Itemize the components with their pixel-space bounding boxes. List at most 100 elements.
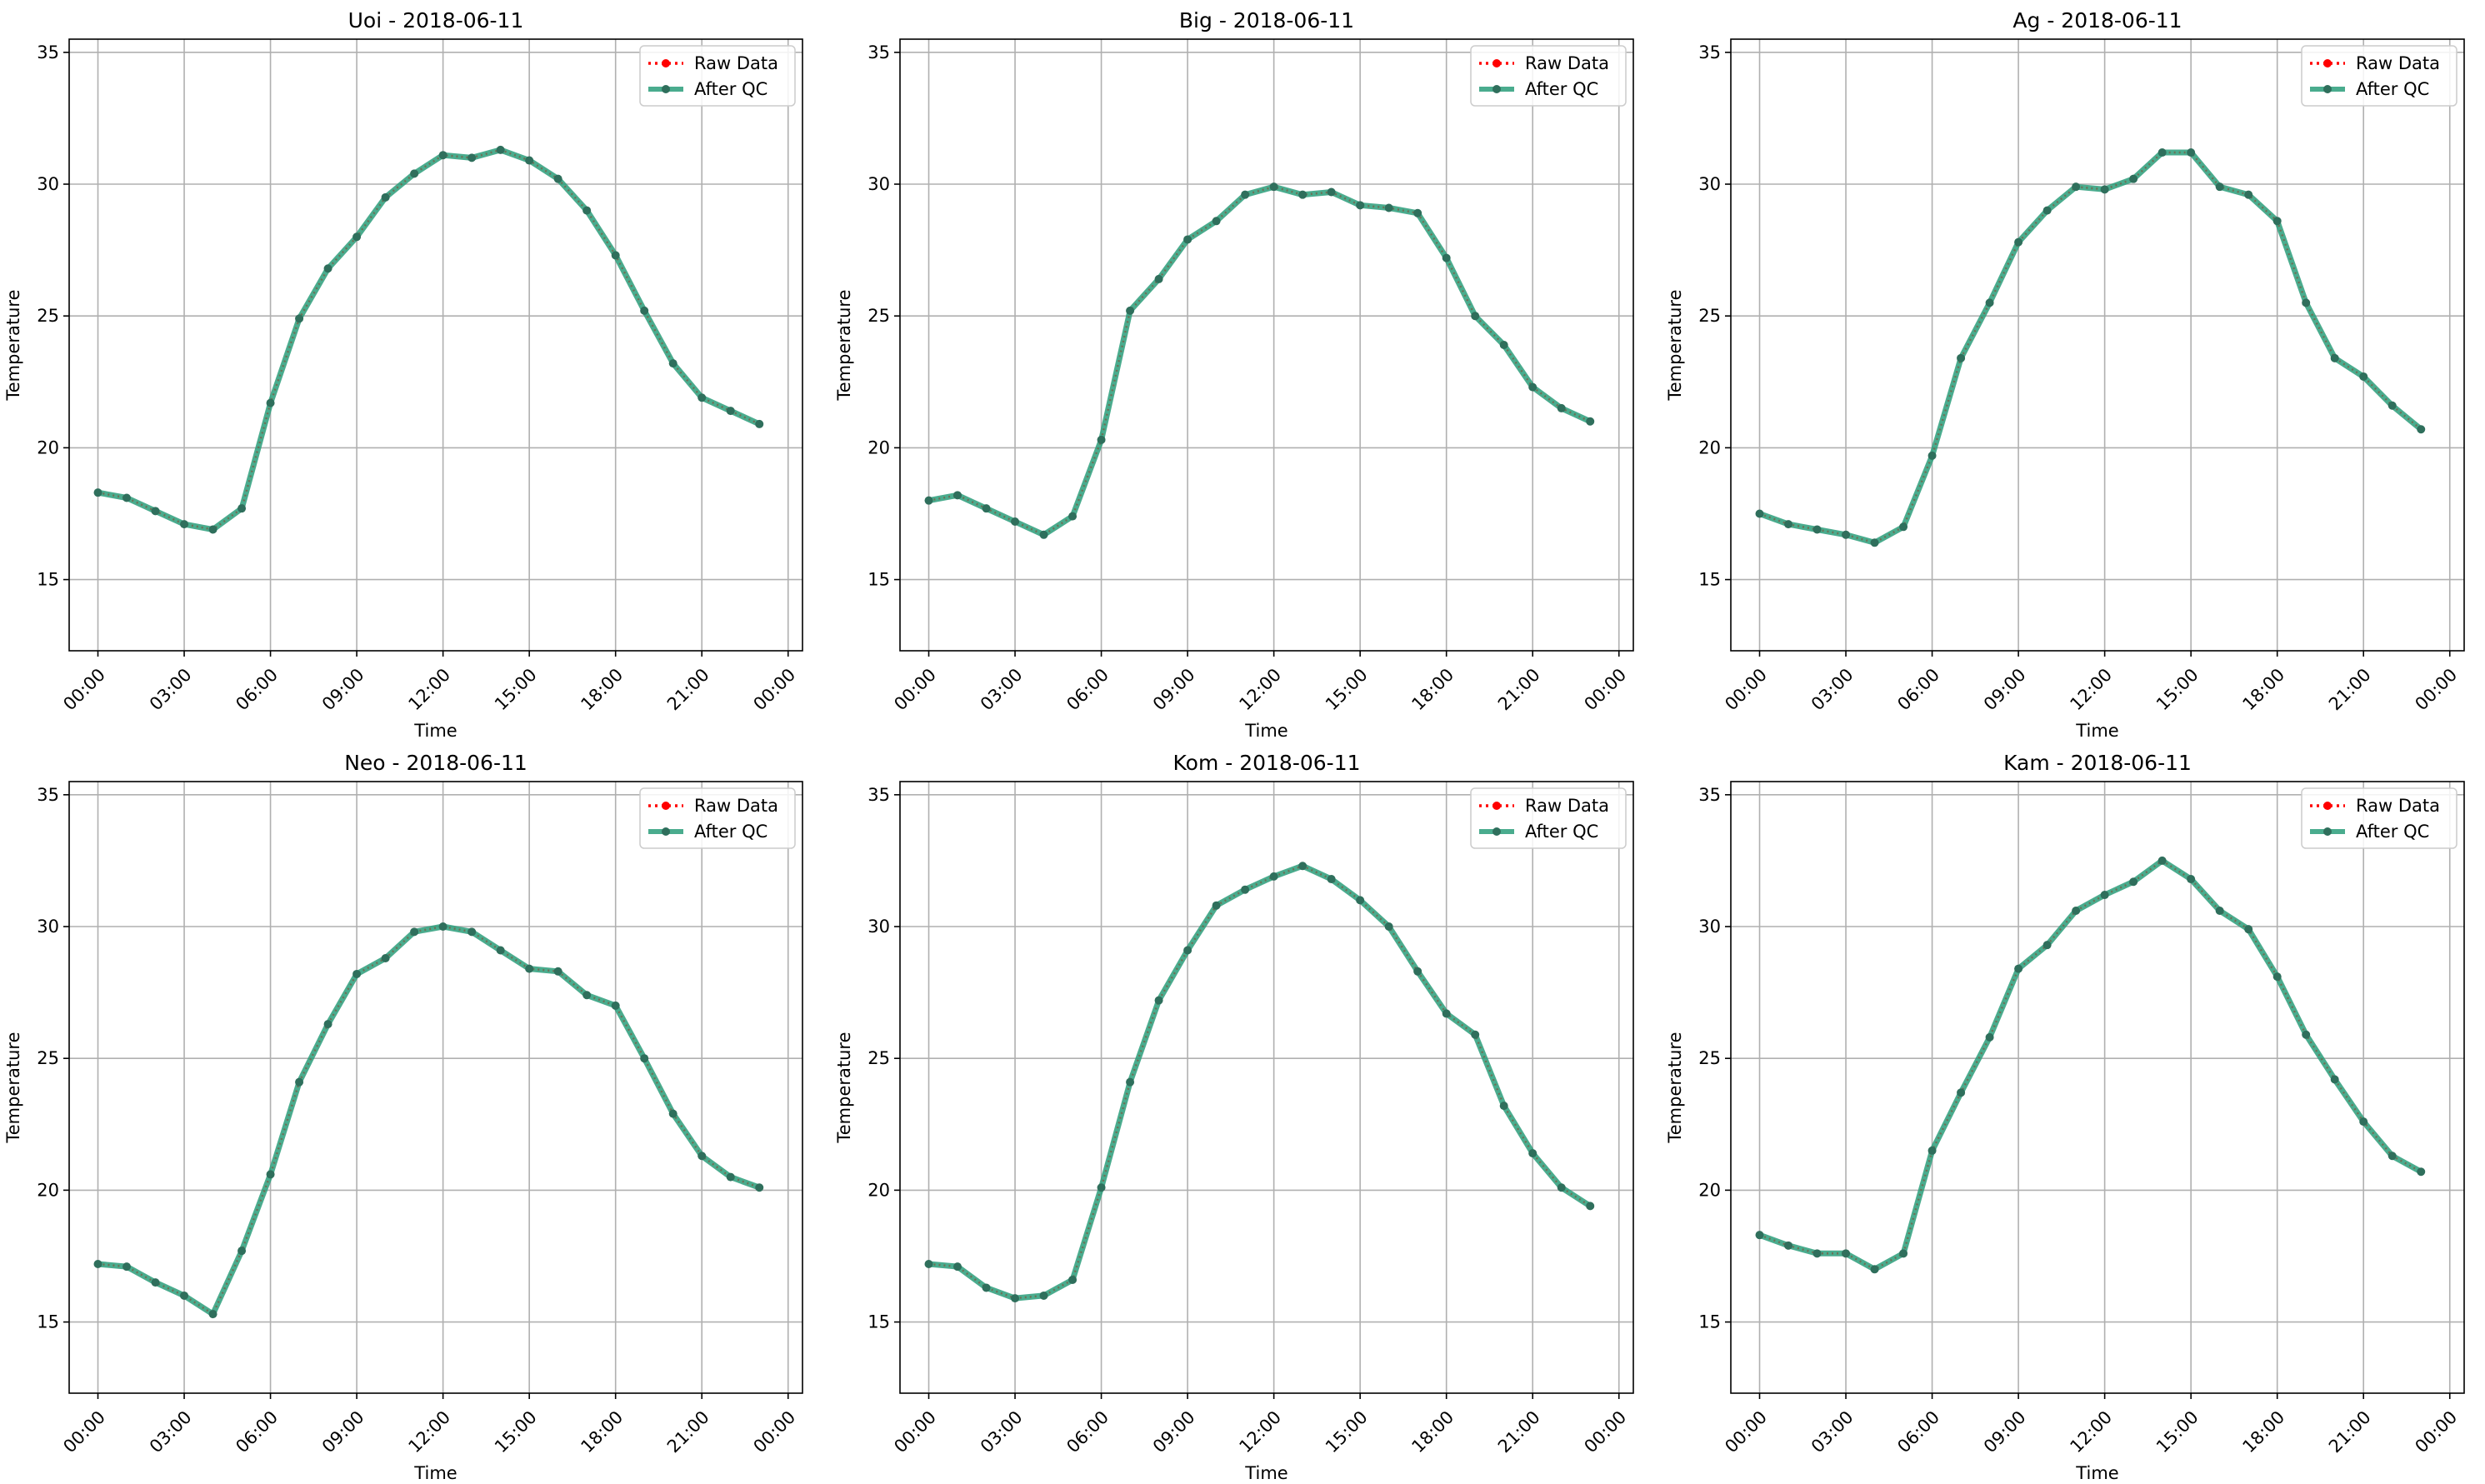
y-tick-label: 15 <box>868 1312 890 1332</box>
x-tick-label: 03:00 <box>977 665 1027 715</box>
data-point <box>1586 1202 1595 1211</box>
y-axis-label: Temperature <box>3 1032 23 1143</box>
axes-frame <box>68 38 803 652</box>
x-tick-label: 21:00 <box>2325 1407 2375 1457</box>
x-tick-label: 18:00 <box>2238 665 2288 715</box>
data-point <box>2359 372 2368 381</box>
data-point <box>1298 190 1308 199</box>
series-group <box>93 922 764 1319</box>
data-point <box>1842 1249 1851 1258</box>
series-line-after-qc <box>98 923 761 1317</box>
data-point <box>2072 907 2081 916</box>
x-tick-label: 00:00 <box>1581 1407 1631 1457</box>
data-point <box>611 1001 620 1010</box>
data-point <box>151 1278 160 1287</box>
data-point <box>582 206 592 215</box>
data-point <box>982 1283 991 1292</box>
x-axis-label: Time <box>2075 721 2118 741</box>
subplot-title: Ag - 2018-06-11 <box>2012 8 2182 32</box>
data-point <box>1356 896 1365 905</box>
data-point <box>496 145 505 154</box>
grid <box>69 782 802 1393</box>
data-point <box>1039 530 1048 539</box>
data-point <box>1899 522 1908 532</box>
data-point <box>2158 856 2167 865</box>
x-tick-label: 12:00 <box>1235 665 1285 715</box>
x-tick-label: 00:00 <box>59 665 109 715</box>
y-tick-label: 20 <box>868 1180 890 1200</box>
legend: Raw Data After QC <box>1470 787 1627 849</box>
x-tick-label: 06:00 <box>1893 665 1943 715</box>
data-point <box>2302 298 2311 307</box>
x-tick-label: 21:00 <box>663 665 713 715</box>
data-point <box>1471 312 1480 321</box>
x-tick-label: 15:00 <box>1322 665 1372 715</box>
x-tick-label: 15:00 <box>2152 665 2202 715</box>
data-point <box>2215 907 2224 916</box>
subplot-ag: 00:00 03:00 06:00 09:00 12:00 15:00 18:00 21:00… <box>1665 8 2465 741</box>
x-tick-label: 00:00 <box>2412 1407 2462 1457</box>
data-point <box>1269 182 1278 192</box>
data-point <box>1183 235 1192 244</box>
data-point <box>1928 451 1937 460</box>
data-point <box>1870 1265 1879 1274</box>
series-group <box>1755 148 2426 547</box>
data-point <box>1011 517 1020 526</box>
legend-label-raw-data: Raw Data <box>1525 796 1609 816</box>
data-point <box>2014 237 2023 247</box>
data-point <box>640 306 649 315</box>
y-tick-label: 25 <box>1698 1048 1721 1068</box>
data-point <box>1985 1032 1994 1042</box>
y-axis-label: Temperature <box>1665 1032 1685 1143</box>
data-point <box>238 1247 247 1256</box>
legend-marker-after-qc <box>2323 827 2332 836</box>
data-point <box>410 169 419 178</box>
series-group <box>924 862 1595 1303</box>
axes-frame <box>899 781 1634 1394</box>
x-tick-label: 09:00 <box>1980 665 2030 715</box>
x-tick-label: 21:00 <box>663 1407 713 1457</box>
y-tick-label: 25 <box>37 1048 59 1068</box>
grid <box>69 39 802 651</box>
y-tick-label: 30 <box>868 174 890 194</box>
data-point <box>1126 1077 1135 1087</box>
x-tick-label: 00:00 <box>1721 1407 1771 1457</box>
data-point <box>1442 253 1451 262</box>
x-tick-label: 00:00 <box>890 665 940 715</box>
data-point <box>1154 996 1163 1005</box>
data-point <box>698 393 707 402</box>
y-tick-label: 15 <box>1698 1312 1721 1332</box>
y-axis-label: Temperature <box>834 289 854 401</box>
data-point <box>582 991 592 1000</box>
series-line-raw-data <box>98 925 760 1316</box>
x-axis: 00:00 03:00 06:00 09:00 12:00 15:00 18:00 21:00… <box>890 1393 1630 1457</box>
grid <box>1731 39 2464 651</box>
data-point <box>1241 885 1250 894</box>
x-tick-label: 21:00 <box>1494 665 1544 715</box>
data-point <box>1212 901 1221 910</box>
data-point <box>295 314 304 323</box>
x-tick-label: 09:00 <box>318 1407 368 1457</box>
data-point <box>381 192 390 202</box>
data-point <box>238 504 247 513</box>
x-tick-label: 03:00 <box>977 1407 1027 1457</box>
axes-frame <box>1730 781 2465 1394</box>
y-axis: 15 20 25 30 35 <box>1698 42 1731 590</box>
x-tick-label: 12:00 <box>404 1407 454 1457</box>
series-line-after-qc <box>97 147 761 532</box>
data-point <box>151 507 160 516</box>
x-axis: 00:00 03:00 06:00 09:00 12:00 15:00 18:00 21:00… <box>890 651 1630 714</box>
legend: Raw Data After QC <box>639 45 796 107</box>
data-point <box>352 969 362 978</box>
data-point <box>2042 206 2052 215</box>
y-tick-label: 35 <box>1698 785 1721 805</box>
legend-label-after-qc: After QC <box>1525 822 1598 842</box>
y-tick-label: 35 <box>868 785 890 805</box>
y-tick-label: 15 <box>1698 570 1721 590</box>
x-tick-label: 15:00 <box>1322 1407 1372 1457</box>
series-group <box>93 145 764 534</box>
y-tick-label: 20 <box>1698 1180 1721 1200</box>
x-tick-label: 18:00 <box>2238 1407 2288 1457</box>
data-point <box>1842 530 1851 539</box>
